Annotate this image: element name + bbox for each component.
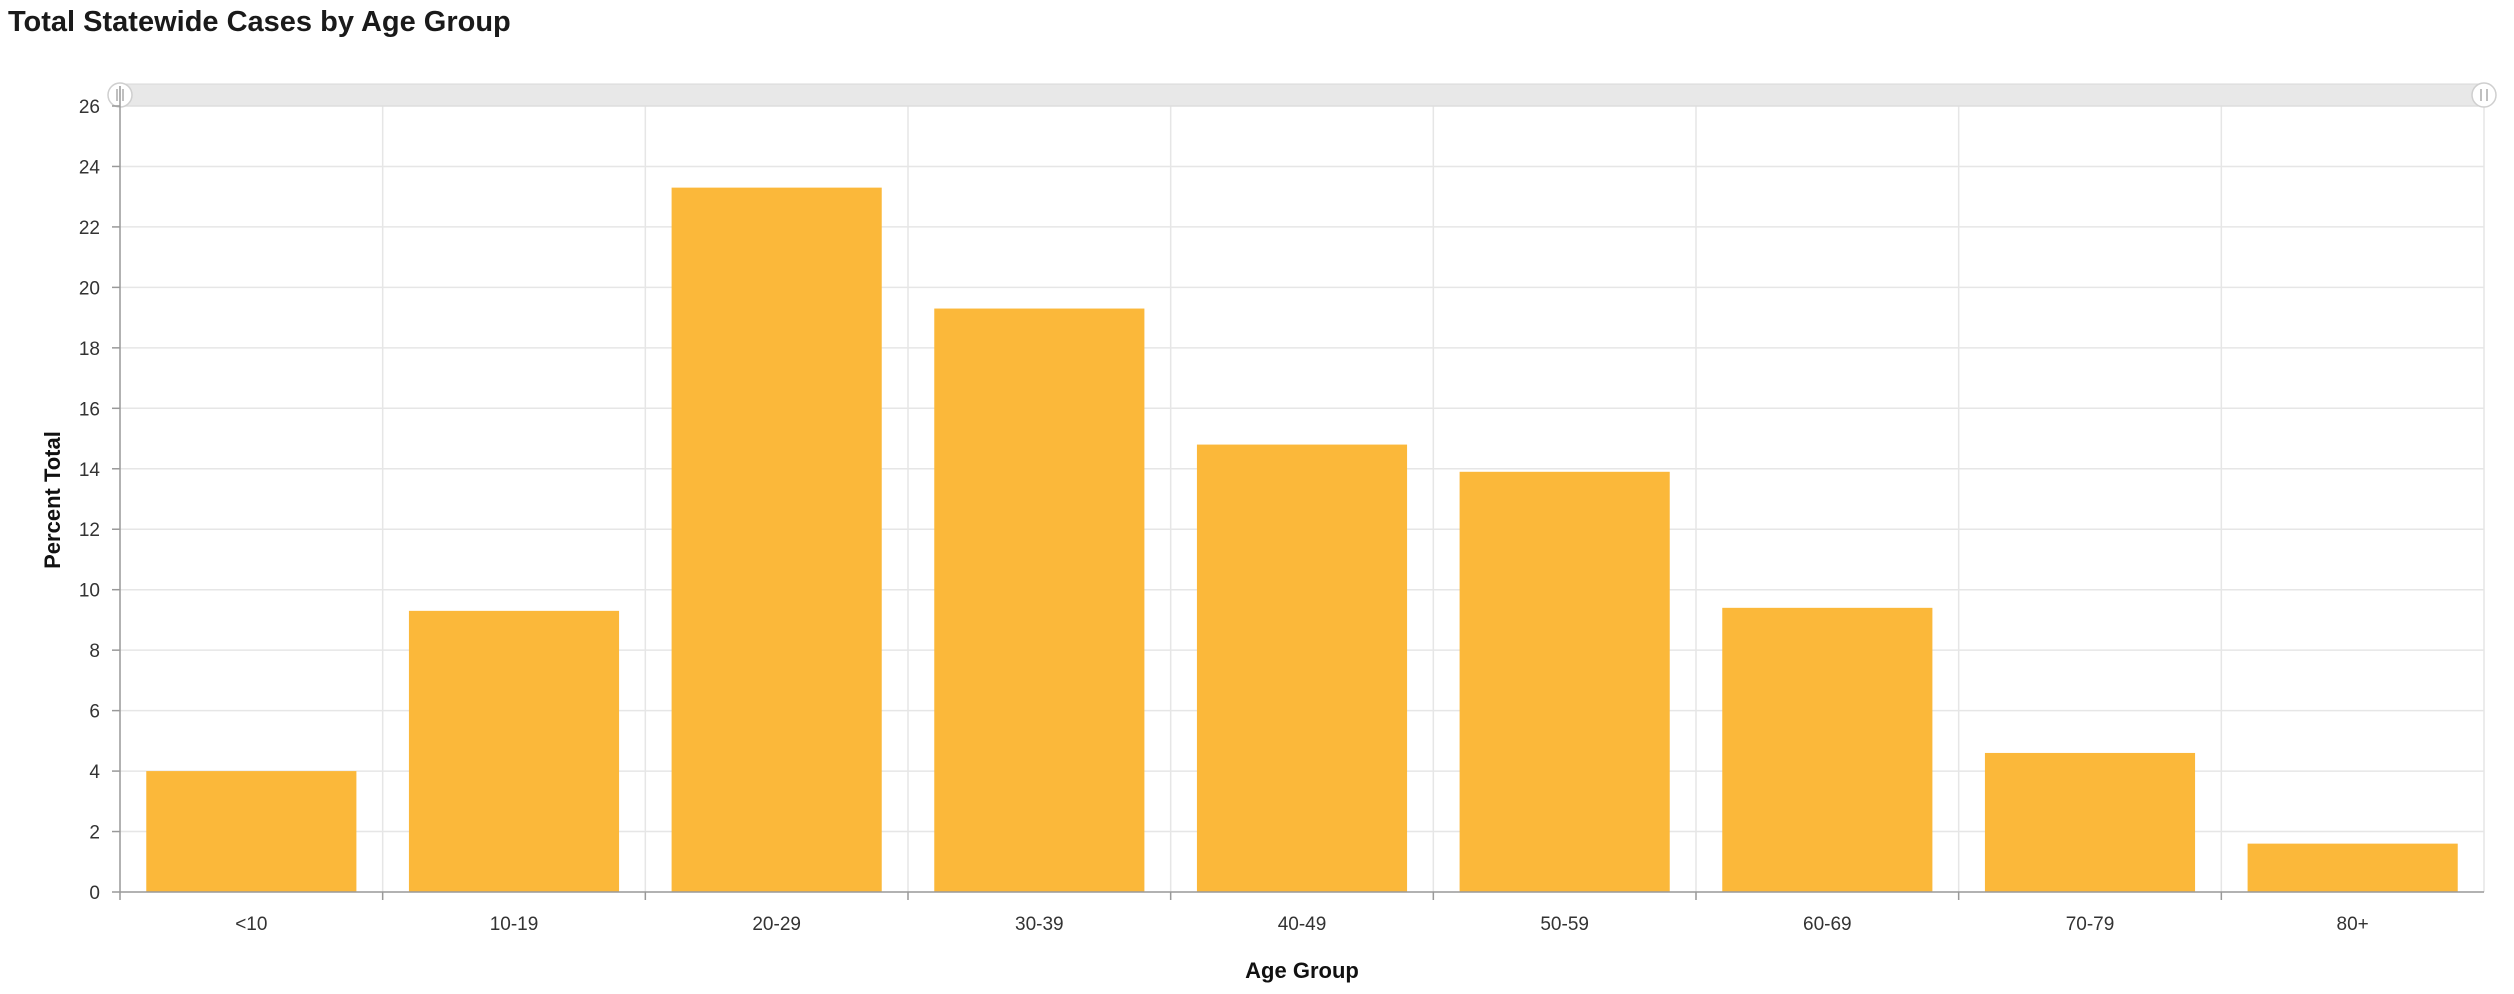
y-tick-label: 8 (89, 641, 100, 662)
y-tick-label: 20 (79, 278, 100, 299)
x-axis-title: Age Group (1245, 958, 1359, 983)
bar-20-29[interactable] (671, 187, 882, 893)
range-slider-track[interactable] (119, 83, 2485, 107)
x-tick-label: 10-19 (490, 914, 539, 935)
y-tick-label: 18 (79, 339, 100, 360)
y-tick-label: 16 (79, 399, 100, 420)
bar-80[interactable] (2247, 843, 2458, 892)
bar-30-39[interactable] (934, 308, 1145, 892)
x-tick-label: 80+ (2337, 914, 2369, 935)
y-tick-label: 10 (79, 581, 100, 602)
x-tick-label: <10 (235, 914, 267, 935)
y-tick-label: 2 (89, 823, 100, 844)
y-tick-label: 14 (79, 460, 101, 481)
range-slider-handle-right[interactable] (2471, 82, 2497, 108)
y-tick-label: 4 (89, 762, 100, 783)
y-tick-label: 24 (79, 157, 101, 178)
bar-50-59[interactable] (1459, 471, 1670, 892)
bar-60-69[interactable] (1722, 607, 1933, 892)
range-slider[interactable] (107, 82, 2497, 108)
bars (146, 187, 2458, 893)
y-tick-label: 26 (79, 97, 100, 118)
x-tick-label: 70-79 (2066, 914, 2115, 935)
bar-10-19[interactable] (408, 610, 620, 892)
bar-70-79[interactable] (1984, 752, 2196, 892)
y-tick-label: 12 (79, 520, 100, 541)
y-tick-label: 22 (79, 218, 100, 239)
x-tick-label: 40-49 (1278, 914, 1327, 935)
y-axis-title: Percent Total (40, 431, 65, 569)
y-tick-label: 0 (89, 883, 100, 904)
chart-title: Total Statewide Cases by Age Group (8, 6, 511, 38)
x-tick-label: 50-59 (1540, 914, 1589, 935)
bar-10[interactable] (146, 771, 357, 892)
x-tick-label: 30-39 (1015, 914, 1064, 935)
y-tick-label: 6 (89, 702, 100, 723)
bar-40-49[interactable] (1196, 444, 1408, 892)
x-tick-label: 60-69 (1803, 914, 1852, 935)
x-tick-label: 20-29 (752, 914, 801, 935)
